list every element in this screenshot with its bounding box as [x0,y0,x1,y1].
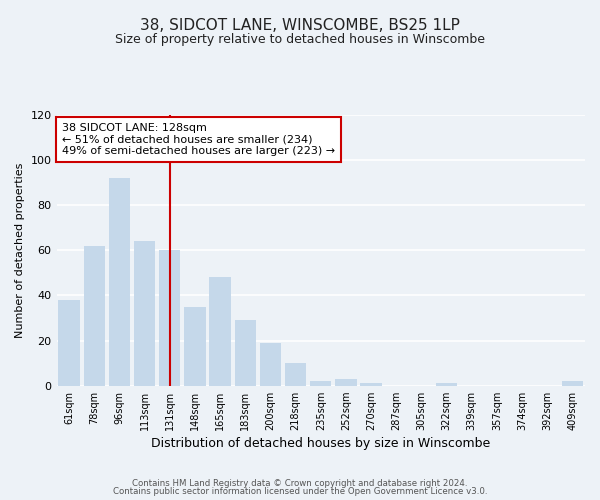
Bar [285,363,307,386]
X-axis label: Distribution of detached houses by size in Winscombe: Distribution of detached houses by size … [151,437,490,450]
Bar [83,246,105,386]
Bar [134,241,155,386]
Text: 38, SIDCOT LANE, WINSCOMBE, BS25 1LP: 38, SIDCOT LANE, WINSCOMBE, BS25 1LP [140,18,460,32]
Bar [436,384,457,386]
Text: Contains public sector information licensed under the Open Government Licence v3: Contains public sector information licen… [113,487,487,496]
Bar [335,379,356,386]
Bar [361,384,382,386]
Bar [58,300,80,386]
Bar [109,178,130,386]
Bar [260,343,281,386]
Bar [184,306,206,386]
Bar [235,320,256,386]
Bar [562,381,583,386]
Bar [310,381,331,386]
Text: 38 SIDCOT LANE: 128sqm
← 51% of detached houses are smaller (234)
49% of semi-de: 38 SIDCOT LANE: 128sqm ← 51% of detached… [62,123,335,156]
Y-axis label: Number of detached properties: Number of detached properties [15,162,25,338]
Bar [159,250,181,386]
Text: Contains HM Land Registry data © Crown copyright and database right 2024.: Contains HM Land Registry data © Crown c… [132,478,468,488]
Text: Size of property relative to detached houses in Winscombe: Size of property relative to detached ho… [115,32,485,46]
Bar [209,278,231,386]
